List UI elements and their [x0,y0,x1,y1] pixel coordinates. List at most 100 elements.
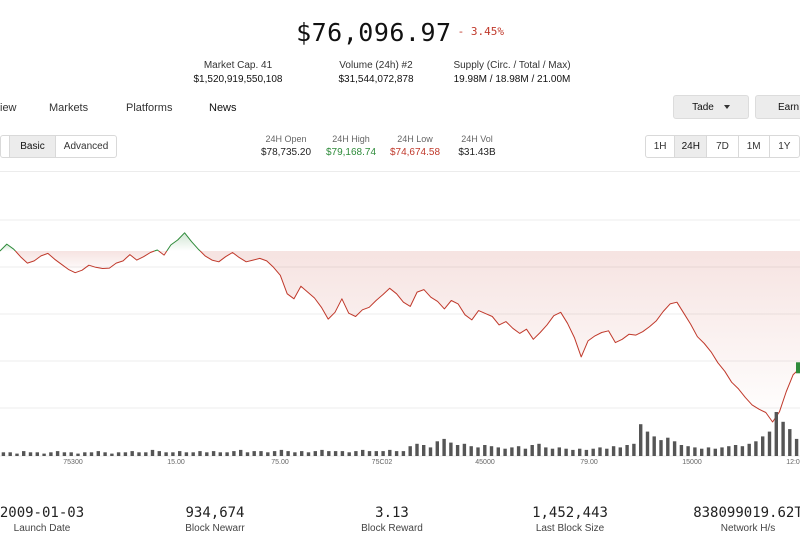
volume-bar [408,446,412,456]
ohlc-low: 24H Low $74,674.58 [385,133,445,160]
trade-button[interactable]: Tade [673,95,749,119]
volume-bar [123,452,128,456]
price-line-down [199,250,800,423]
ohlc-high-label: 24H High [332,134,370,144]
trade-button-label: Tade [692,101,714,113]
volume-bar [28,452,33,456]
last-block-size-label: Last Block Size [535,523,605,534]
volume-bar [639,424,643,456]
volume-bar [116,452,121,456]
volume-bar [740,446,745,456]
x-tick-label: 75300 [63,459,83,466]
x-tick-label: 75C02 [372,459,393,466]
volume-bar [476,447,480,456]
volume-bar [313,451,317,456]
volume-bar [415,443,419,456]
volume-bar [422,445,426,456]
volume-bar [544,447,548,456]
volume-bar [611,446,616,456]
volume-bar [42,453,46,456]
volume-bar [713,448,717,456]
last-price-marker [796,362,800,374]
x-axis-ticks: 75300 15.00 75.00 75C02 45000 79.00 15000 12:0 [63,459,800,466]
volume-bar [571,449,575,456]
volume-bar [578,448,582,456]
ohlc-high-value: $79,168.74 [325,147,377,158]
price-change: - 3.45% [457,25,504,38]
tab-overview[interactable]: iew [0,102,17,114]
volume-bar [591,448,595,456]
volume-bar [178,451,182,456]
price-line [0,232,800,423]
volume-bar [469,446,473,456]
price-line-down [158,250,168,256]
area-up [166,232,201,251]
volume-bar [625,445,629,456]
price-line-down [15,250,155,274]
volume-bar [300,451,304,456]
header-divider [0,171,800,172]
volume-bar [245,452,250,456]
ohlc-volume: 24H Vol $31.43B [452,133,502,160]
volume-bar [144,452,148,456]
volume-bar [184,452,189,456]
x-tick-label: 75.00 [271,459,289,466]
volume-bar [557,447,561,456]
volume-bar [503,448,507,456]
volume-bar [794,438,799,456]
volume-bar [394,451,399,456]
volume-bar [788,429,792,456]
volume-bar [374,451,378,456]
chart-mode-basic[interactable]: Basic [9,136,57,157]
volume-bar [15,453,19,456]
area-down [200,251,800,422]
footer-block-reward: 3.13 Block Reward [312,505,472,536]
volume-bar [347,452,351,456]
earn-button-label: Earn [778,101,800,113]
ohlc-open: 24H Open $78,735.20 [255,133,317,160]
range-7d[interactable]: 7D [707,136,739,157]
earn-button[interactable]: Earn [755,95,800,119]
market-cap-value: $1,520,919,550,108 [193,74,283,85]
volume-bar [523,448,528,456]
footer-last-block-size: 1,452,443 Last Block Size [490,505,650,536]
range-1h[interactable]: 1H [646,136,676,157]
tab-markets[interactable]: Markets [49,102,89,114]
x-tick-label: 45000 [475,459,495,466]
volume-bar [327,451,331,456]
volume-bar [259,451,263,456]
price-chart[interactable]: 75300 15.00 75.00 75C02 45000 79.00 15000 12:0 [0,172,800,472]
x-tick-label: 79.00 [580,459,598,466]
volume-bar [733,445,738,456]
price-header: $76,096.97 - 3.45% [0,18,800,47]
volume-bar [510,447,514,456]
volume-bar [239,449,243,456]
volume-bar [225,452,229,456]
range-1m[interactable]: 1M [739,136,770,157]
launch-date-label: Launch Date [13,523,71,534]
block-reward-value: 3.13 [375,505,409,521]
volume-bar [137,452,141,456]
ohlc-low-label: 24H Low [397,134,433,144]
volume-bar [340,451,345,456]
footer-block-newarr: 934,674 Block Newarr [135,505,295,536]
volume-bar [83,452,87,456]
tab-news[interactable]: News [209,102,237,114]
ohlc-volume-value: $31.43B [458,147,496,158]
volume-bar [191,452,195,456]
volume-bar [659,440,663,456]
footer-launch-date: 2009-01-03 Launch Date [0,505,122,536]
chevron-down-icon [723,105,730,109]
range-1y[interactable]: 1Y [778,141,791,152]
volume-bar [489,446,494,456]
chart-mode-prev[interactable] [1,136,10,157]
volume-bar [130,451,134,456]
chart-mode-advanced[interactable]: Advanced [63,141,109,152]
volume-bar [252,451,256,456]
block-newarr-label: Block Newarr [185,523,245,534]
range-24h[interactable]: 24H [675,136,708,157]
volume-bar [774,412,778,456]
area-down [15,251,155,273]
tab-platforms[interactable]: Platforms [126,102,173,114]
volume-bar [272,451,277,456]
